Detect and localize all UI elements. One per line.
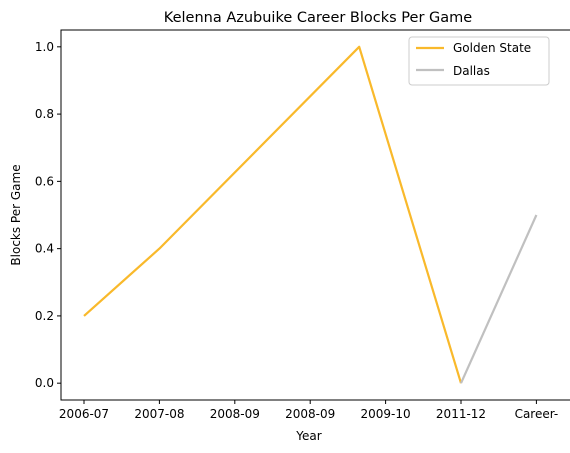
y-axis-label: Blocks Per Game: [9, 164, 23, 265]
y-tick-label: 0.4: [35, 242, 54, 256]
y-tick-label: 0.2: [35, 309, 54, 323]
series-line-dallas: [459, 214, 538, 384]
x-axis-ticks: 2006-07 2007-08 2008-09 2008-09 2009-10 2011-…: [59, 400, 558, 421]
legend-label-dallas: Dallas: [453, 64, 490, 78]
x-tick-label: 2009-10: [361, 407, 411, 421]
x-axis-label: Year: [295, 429, 321, 443]
legend: Golden State Dallas: [408, 36, 550, 86]
y-tick-label: 0.0: [35, 376, 54, 390]
y-tick-label: 0.8: [35, 107, 54, 121]
x-tick-label: Career-: [515, 407, 559, 421]
legend-label-golden-state: Golden State: [453, 41, 531, 55]
y-tick-label: 0.6: [35, 174, 54, 188]
x-tick-label: 2008-09: [210, 407, 260, 421]
plot-lines: [83, 45, 538, 384]
plot-frame: [60, 29, 570, 401]
x-tick-label: 2008-09: [285, 407, 335, 421]
series-line-golden-state: [83, 45, 463, 384]
x-tick-label: 2006-07: [59, 407, 109, 421]
x-tick-label: 2007-08: [134, 407, 184, 421]
y-axis-ticks: 0.0 0.2 0.4 0.6 0.8 1.0: [35, 40, 61, 390]
chart-title: Kelenna Azubuike Career Blocks Per Game: [164, 10, 472, 26]
y-tick-label: 1.0: [35, 40, 54, 54]
x-tick-label: 2011-12: [436, 407, 486, 421]
